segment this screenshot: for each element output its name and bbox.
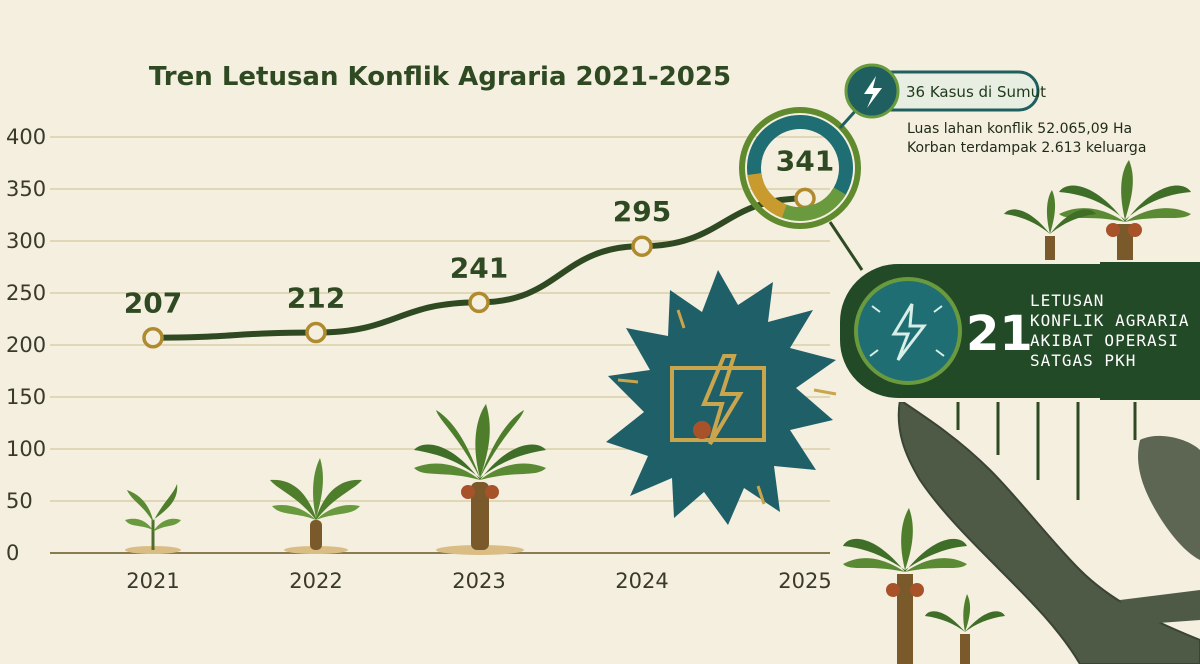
y-tick-label: 300 <box>6 229 46 253</box>
panel-line-4: SATGAS PKH <box>1030 351 1136 370</box>
panel-line-2: KONFLIK AGRARIA <box>1030 311 1190 330</box>
palm-young-2022-icon <box>270 458 362 554</box>
y-tick-label: 400 <box>6 125 46 149</box>
y-axis: 400 350 300 250 200 150 100 50 0 <box>6 125 46 565</box>
data-label-2021: 207 <box>124 287 182 320</box>
panel-line-3: AKIBAT OPERASI <box>1030 331 1179 350</box>
data-point-2023 <box>468 291 490 314</box>
satgas-panel: 21 LETUSAN KONFLIK AGRARIA AKIBAT OPERAS… <box>836 260 1200 402</box>
x-tick-label: 2023 <box>452 569 505 593</box>
palm-tree-bottom-small-icon <box>925 594 1005 664</box>
x-tick-label: 2024 <box>615 569 668 593</box>
lightning-panel-icon <box>854 277 962 385</box>
y-tick-label: 0 <box>6 541 19 565</box>
data-label-2024: 295 <box>613 195 671 228</box>
data-point-2025 <box>794 187 816 210</box>
chart-title: Tren Letusan Konflik Agraria 2021-2025 <box>149 62 731 92</box>
note-families: Korban terdampak 2.613 keluarga <box>907 140 1146 156</box>
y-tick-label: 250 <box>6 281 46 305</box>
data-point-2021 <box>142 326 164 349</box>
badge-text: 36 Kasus di Sumut <box>906 83 1046 101</box>
x-tick-label: 2025 <box>778 569 831 593</box>
panel-line-1: LETUSAN <box>1030 291 1104 310</box>
data-point-2022 <box>305 321 327 344</box>
data-labels: 207 212 241 295 341 <box>124 144 834 319</box>
panel-number: 21 <box>966 306 1033 362</box>
badge-36-kasus: 36 Kasus di Sumut <box>844 63 1046 119</box>
y-tick-label: 350 <box>6 177 46 201</box>
data-label-2022: 212 <box>287 282 345 315</box>
palm-tree-right-small-icon <box>1004 190 1096 272</box>
palm-sprout-2021-icon <box>125 484 181 554</box>
ring-callout <box>739 106 864 271</box>
note-area: Luas lahan konflik 52.065,09 Ha <box>907 121 1132 137</box>
palm-tree-2023-icon <box>414 404 546 555</box>
y-tick-label: 100 <box>6 437 46 461</box>
y-tick-label: 50 <box>6 489 33 513</box>
data-point-2024 <box>631 235 653 257</box>
data-label-2023: 241 <box>450 251 508 284</box>
x-tick-label: 2022 <box>289 569 342 593</box>
y-tick-label: 200 <box>6 333 46 357</box>
data-points <box>142 187 816 349</box>
data-label-2025: 341 <box>776 144 834 177</box>
palm-tree-bottom-icon <box>843 508 967 664</box>
x-axis: 2021 2022 2023 2024 2025 <box>126 569 831 593</box>
x-tick-label: 2021 <box>126 569 179 593</box>
y-tick-label: 150 <box>6 385 46 409</box>
starburst-icon <box>606 270 837 525</box>
